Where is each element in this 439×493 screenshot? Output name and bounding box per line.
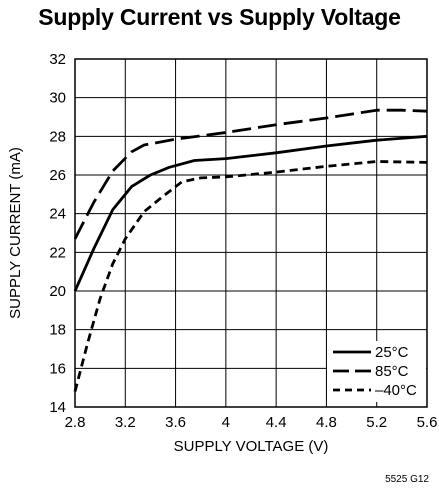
x-tick-label: 5.2	[366, 414, 387, 431]
y-tick-label: 14	[49, 399, 66, 416]
x-tick-label: 4	[222, 414, 230, 431]
legend-label-3: –40°C	[375, 382, 417, 399]
x-tick-label: 5.6	[417, 414, 438, 431]
plot-frame	[74, 58, 428, 408]
x-tick-label: 3.6	[165, 414, 186, 431]
y-tick-label: 24	[49, 206, 66, 223]
legend-label-2: 85°C	[375, 363, 409, 380]
legend-label-1: 25°C	[375, 344, 409, 361]
x-tick-label: 4.8	[316, 414, 337, 431]
x-axis-label: SUPPLY VOLTAGE (V)	[174, 438, 329, 455]
chart-title: Supply Current vs Supply Voltage	[38, 4, 401, 30]
y-tick-label: 30	[49, 90, 66, 107]
x-tick-label: 4.4	[266, 414, 287, 431]
y-tick-label: 26	[49, 167, 66, 184]
y-tick-label: 28	[49, 128, 66, 145]
y-tick-label: 18	[49, 322, 66, 339]
y-axis-label: SUPPLY CURRENT (mA)	[7, 147, 24, 319]
y-tick-label: 16	[49, 360, 66, 377]
x-tick-label: 3.2	[115, 414, 136, 431]
y-tick-label: 22	[49, 244, 66, 261]
figure-id: 5525 G12	[385, 474, 429, 485]
x-tick-label: 2.8	[65, 414, 86, 431]
y-tick-label: 20	[49, 283, 66, 300]
y-tick-label: 32	[49, 51, 66, 68]
series-line-3	[73, 160, 428, 392]
series-line-1	[73, 134, 428, 292]
